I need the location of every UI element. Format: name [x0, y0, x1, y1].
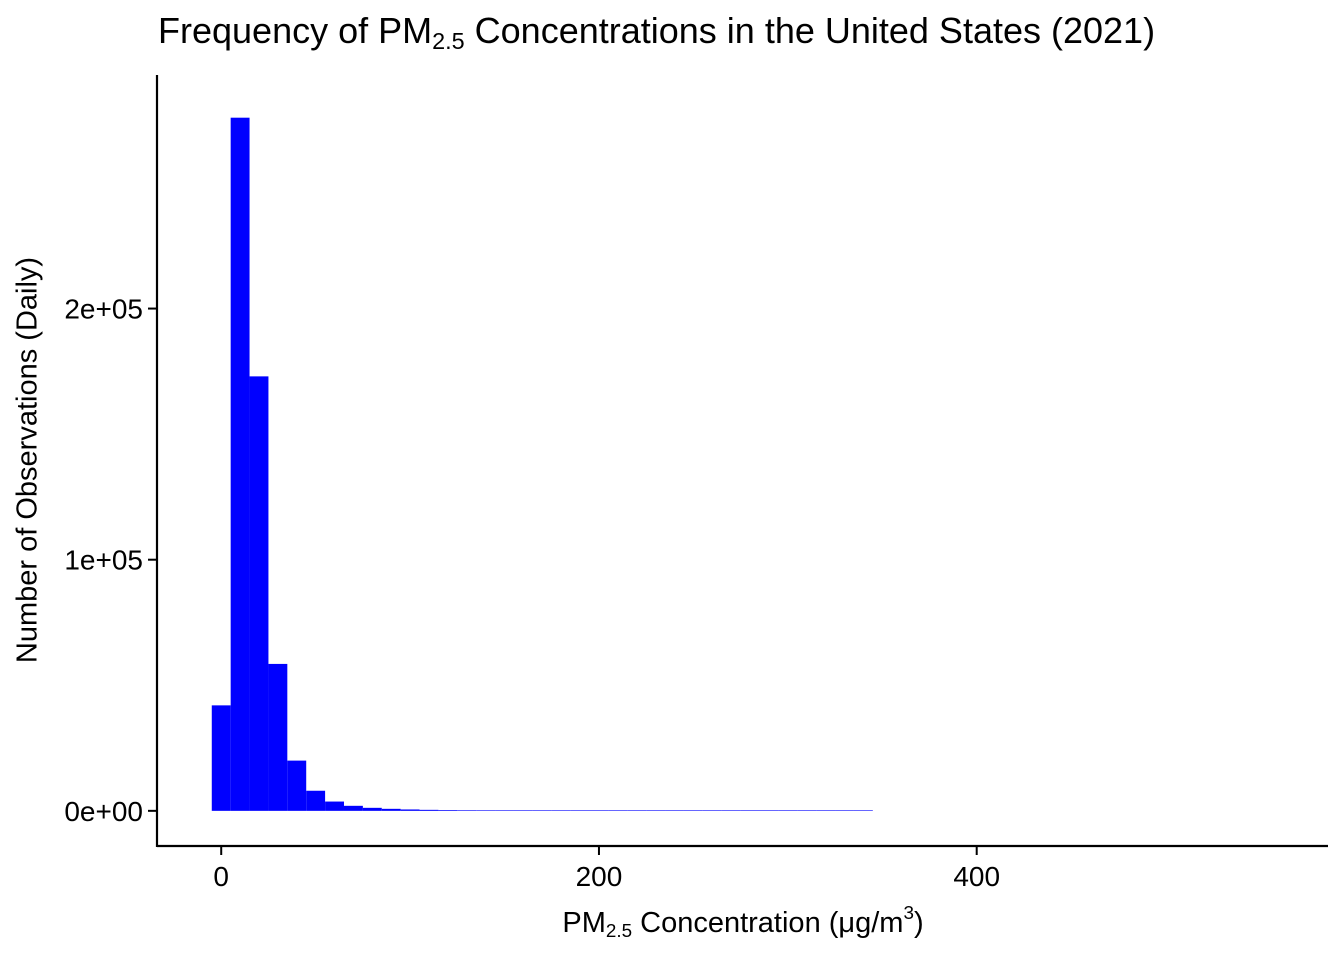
histogram-bar	[381, 808, 401, 811]
histogram-bar	[778, 810, 798, 811]
x-tick-label: 0	[213, 861, 229, 892]
histogram-bar	[532, 810, 552, 811]
histogram-bars	[211, 117, 873, 811]
histogram-bar	[268, 663, 288, 811]
histogram-bar	[362, 807, 382, 811]
histogram-bar	[419, 809, 439, 811]
y-tick-label: 2e+05	[64, 294, 143, 325]
x-axis-label: PM2.5 Concentration (μg/m3)	[0, 902, 1344, 942]
histogram-bar	[457, 810, 477, 811]
x-label-subscript: 2.5	[605, 919, 633, 941]
histogram-bar	[230, 117, 250, 811]
histogram-bar	[476, 810, 496, 811]
histogram-bar	[759, 810, 779, 811]
y-tick-label: 0e+00	[64, 796, 143, 827]
histogram-bar	[835, 810, 854, 811]
histogram-bar	[816, 810, 836, 811]
chart-title: Frequency of PM2.5 Concentrations in the…	[158, 10, 1155, 55]
histogram-bar	[740, 810, 760, 811]
histogram-bar	[627, 810, 647, 811]
histogram-bar	[513, 810, 533, 811]
histogram-bar	[306, 790, 326, 811]
histogram-bar	[683, 810, 703, 811]
histogram-bar	[721, 810, 741, 811]
y-axis-ticks: 0e+00 1e+05 2e+05	[64, 294, 157, 827]
histogram-bar	[665, 810, 684, 811]
title-subscript: 2.5	[432, 27, 465, 54]
x-label-close: )	[913, 907, 924, 940]
x-label-unit-text: Concentration (μg/m	[632, 907, 904, 940]
y-tick-label: 1e+05	[64, 545, 143, 576]
histogram-bar	[589, 810, 609, 811]
histogram-bar	[325, 801, 344, 811]
histogram-bar	[211, 705, 231, 811]
x-label-text: PM	[562, 907, 606, 940]
histogram-bar	[249, 376, 269, 811]
histogram-bar	[400, 809, 420, 811]
histogram-bar	[438, 810, 458, 811]
histogram-bar	[287, 760, 307, 811]
y-axis-label: Number of Observations (Daily)	[11, 256, 44, 664]
x-label-superscript: 3	[903, 902, 914, 923]
x-tick-label: 400	[953, 861, 1000, 892]
histogram-bar	[343, 805, 363, 811]
histogram-bar	[551, 810, 571, 811]
histogram-bar	[570, 810, 590, 811]
x-tick-label: 200	[576, 861, 623, 892]
x-axis-ticks: 0 200 400	[213, 846, 1000, 892]
histogram-bar	[495, 810, 514, 811]
histogram-bar	[797, 810, 817, 811]
title-text-suffix: Concentrations in the United States (202…	[464, 10, 1156, 51]
histogram-bar	[646, 810, 666, 811]
histogram-bar	[853, 810, 873, 811]
histogram-bar	[608, 810, 628, 811]
title-text: Frequency of PM	[158, 10, 433, 51]
histogram-bar	[702, 810, 722, 811]
